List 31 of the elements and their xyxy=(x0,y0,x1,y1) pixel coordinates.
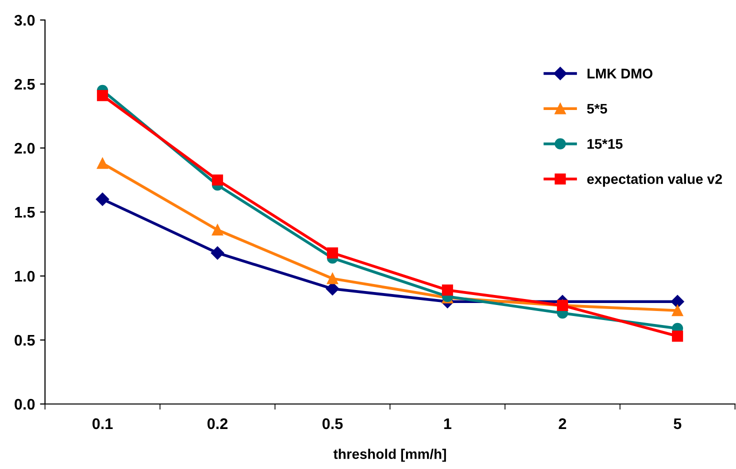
y-tick-label: 1.5 xyxy=(15,207,35,218)
x-tick-label: 0.2 xyxy=(207,418,228,430)
y-tick-label: 0.0 xyxy=(14,398,35,410)
point xyxy=(672,330,684,342)
y-tick-label: 1.0 xyxy=(15,270,35,282)
point xyxy=(96,90,108,102)
point xyxy=(96,158,108,169)
x-tick-label: 5 xyxy=(674,418,682,430)
point xyxy=(672,305,684,316)
x-axis-title: threshold [mm/h] xyxy=(333,448,446,462)
x-tick-label: 0.1 xyxy=(92,418,113,430)
point xyxy=(326,247,338,259)
y-tick-label: 2.0 xyxy=(14,142,35,154)
point xyxy=(96,192,110,206)
legend-label: LMK DMO xyxy=(588,68,652,78)
legend-label: expectation value v2 xyxy=(587,174,722,187)
point xyxy=(670,295,684,308)
legend-label: 15*15 xyxy=(588,139,623,149)
point xyxy=(326,273,338,284)
point xyxy=(442,284,454,296)
x-tick-label: 2 xyxy=(558,418,566,429)
legend-label: 5*5 xyxy=(587,104,608,114)
y-tick-label: 2.5 xyxy=(14,78,35,90)
point xyxy=(212,224,224,236)
point xyxy=(210,246,224,260)
x-tick-label: 1 xyxy=(444,418,452,429)
x-tick-label: 0.5 xyxy=(322,418,343,430)
point xyxy=(212,174,224,186)
y-tick-label: 0.5 xyxy=(14,334,35,346)
point xyxy=(326,282,340,296)
y-tick-label: 3.0 xyxy=(14,14,35,26)
